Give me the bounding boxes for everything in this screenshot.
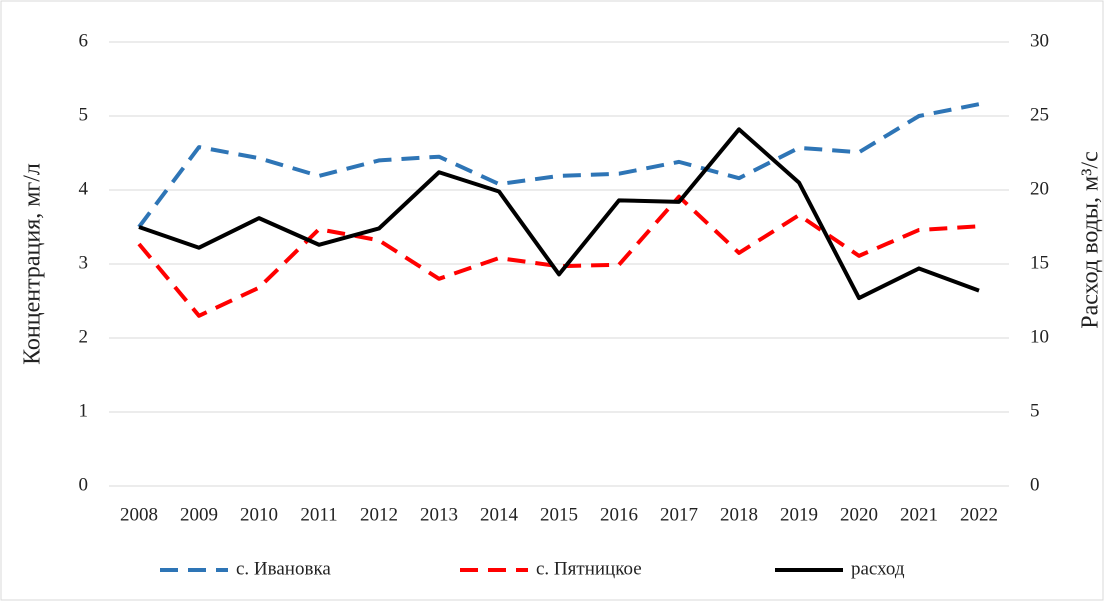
series-line — [137, 102, 980, 229]
x-tick-label: 2020 — [840, 504, 878, 525]
x-tick-label: 2011 — [300, 504, 337, 525]
y-tick-label: 6 — [79, 30, 89, 51]
x-tick-label: 2022 — [960, 504, 998, 525]
legend-label: расход — [851, 558, 905, 579]
x-tick-label: 2021 — [900, 504, 938, 525]
x-tick-label: 2009 — [180, 504, 218, 525]
y2-tick-label: 5 — [1030, 400, 1040, 421]
y-tick-label: 2 — [79, 326, 89, 347]
x-tick-label: 2016 — [600, 504, 638, 525]
y-tick-label: 0 — [79, 474, 89, 495]
series-line — [138, 127, 980, 301]
legend-label: с. Пятницкое — [536, 558, 642, 579]
y-tick-label: 4 — [79, 178, 89, 199]
series-line — [137, 194, 980, 318]
x-tick-label: 2017 — [660, 504, 698, 525]
x-tick-label: 2008 — [120, 504, 158, 525]
x-tick-label: 2015 — [540, 504, 578, 525]
y2-tick-label: 25 — [1030, 104, 1049, 125]
y2-axis-label: Расход воды, м³/с — [1078, 151, 1104, 328]
y2-tick-label: 10 — [1030, 326, 1049, 347]
y-axis-label: Концентрация, мг/л — [20, 163, 46, 365]
y-tick-label: 5 — [79, 104, 89, 125]
y-tick-label: 1 — [79, 400, 89, 421]
x-tick-label: 2018 — [720, 504, 758, 525]
x-tick-label: 2019 — [780, 504, 818, 525]
y-tick-label: 3 — [79, 252, 89, 273]
x-tick-label: 2013 — [420, 504, 458, 525]
y2-tick-label: 20 — [1030, 178, 1049, 199]
legend-label: с. Ивановка — [236, 558, 331, 579]
x-tick-label: 2014 — [480, 504, 519, 525]
y2-tick-label: 30 — [1030, 30, 1049, 51]
y2-tick-label: 15 — [1030, 252, 1049, 273]
x-tick-label: 2012 — [360, 504, 398, 525]
x-tick-label: 2010 — [240, 504, 278, 525]
y2-tick-label: 0 — [1030, 474, 1040, 495]
